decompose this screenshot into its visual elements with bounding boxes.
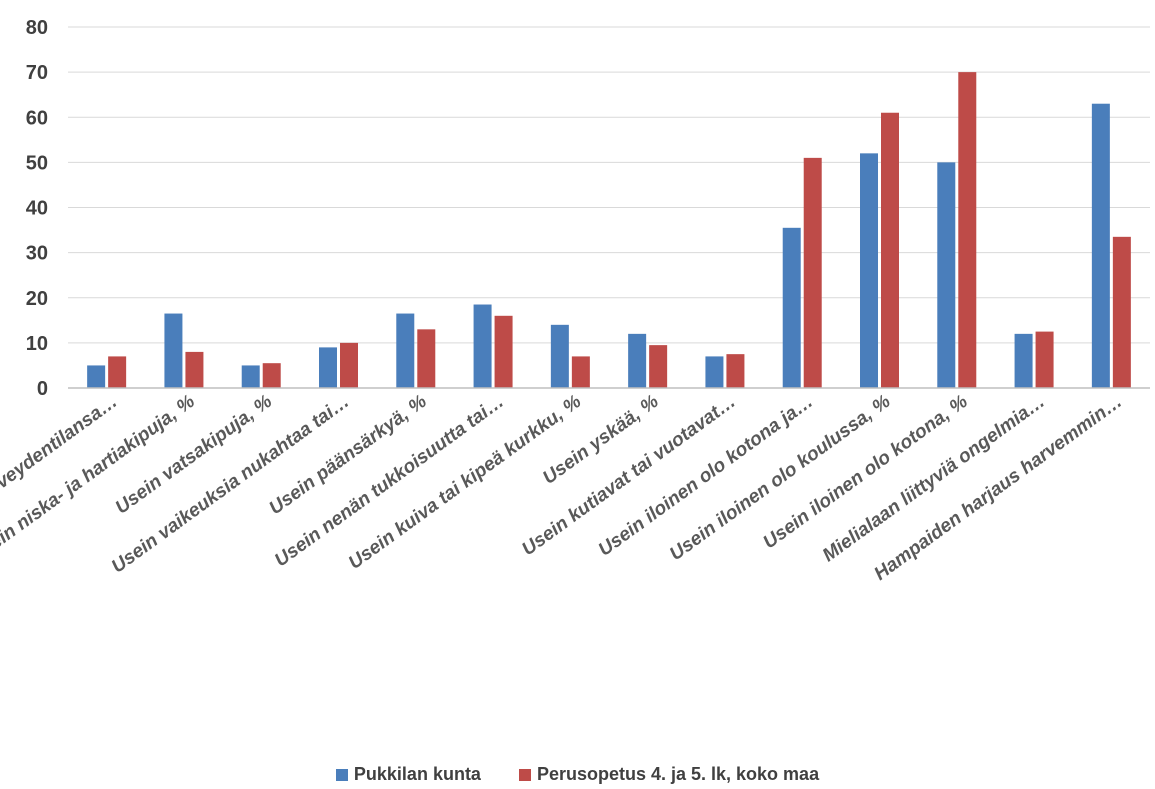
legend-item-series-0: Pukkilan kunta	[335, 764, 481, 785]
bar-series-1-10	[881, 112, 899, 389]
y-tick-label: 10	[26, 333, 48, 355]
bar-series-0-10	[860, 153, 878, 388]
bar-series-1-2	[262, 363, 281, 388]
bar-series-0-2	[241, 365, 260, 388]
bar-chart: 0 10 20 30 40 50 60 70 80 Kokee terveydentilansa…	[0, 17, 1150, 585]
y-tick-label: 60	[26, 107, 48, 129]
y-tick-label: 40	[26, 198, 48, 220]
bar-series-0-5	[473, 304, 492, 388]
bar-series-1-3	[340, 342, 358, 388]
bar-series-1-8	[726, 354, 745, 388]
bar-series-1-4	[417, 329, 436, 388]
bar-series-1-11	[958, 72, 977, 388]
legend: Pukkilan kunta Perusopetus 4. ja 5. lk, …	[0, 764, 1155, 785]
bar-series-1-9	[803, 157, 822, 388]
y-axis-ticks: 0 10 20 30 40 50 60 70 80	[26, 17, 48, 400]
y-tick-label: 70	[26, 62, 48, 84]
bar-series-0-4	[396, 313, 415, 388]
legend-swatch-series-0	[335, 768, 348, 781]
y-tick-label: 50	[26, 152, 48, 174]
bar-series-1-1	[185, 351, 204, 388]
bar-series-1-7	[649, 345, 668, 388]
y-tick-label: 20	[26, 288, 48, 310]
bar-series-0-13	[1091, 103, 1110, 389]
bar-series-0-0	[87, 365, 106, 388]
legend-swatch-series-1	[518, 768, 531, 781]
y-tick-label: 0	[37, 378, 48, 400]
bar-series-0-11	[937, 162, 956, 388]
bars	[87, 72, 1131, 389]
bar-series-1-13	[1112, 236, 1131, 388]
bar-series-1-12	[1035, 331, 1054, 388]
legend-item-series-1: Perusopetus 4. ja 5. lk, koko maa	[518, 764, 820, 785]
bar-series-1-0	[108, 356, 127, 388]
bar-series-0-7	[628, 333, 647, 388]
y-tick-label: 30	[26, 243, 48, 265]
bar-series-0-8	[705, 356, 724, 388]
legend-label-series-1: Perusopetus 4. ja 5. lk, koko maa	[536, 764, 820, 784]
bar-series-0-9	[782, 227, 801, 388]
legend-label-series-0: Pukkilan kunta	[353, 764, 481, 784]
y-tick-label: 80	[26, 17, 48, 39]
bar-series-0-1	[164, 313, 183, 388]
bar-series-1-6	[571, 356, 590, 388]
bar-series-0-6	[550, 324, 569, 388]
x-axis-ticks: Kokee terveydentilansa…Usein niska- ja h…	[0, 391, 1126, 585]
bar-series-0-12	[1014, 333, 1033, 388]
bar-series-0-3	[319, 347, 337, 388]
gridlines	[68, 26, 1150, 344]
bar-series-1-5	[494, 315, 513, 388]
